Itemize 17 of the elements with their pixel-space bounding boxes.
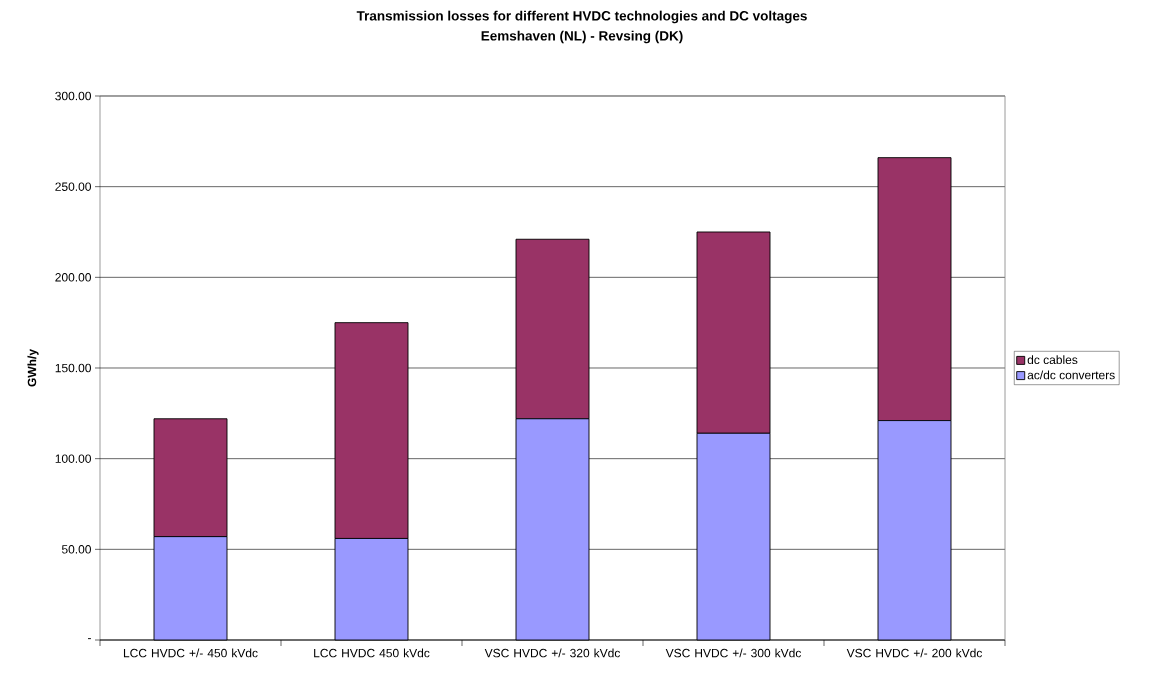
y-tick-label: - — [88, 638, 91, 640]
x-tick-label: VSC HVDC +/- 200 kVdc — [846, 648, 983, 658]
y-tick-label: 250.00 — [55, 182, 91, 191]
x-tick-label: VSC HVDC +/- 320 kVdc — [484, 648, 621, 658]
x-tick-label: VSC HVDC +/- 300 kVdc — [665, 648, 802, 658]
y-tick-label: 50.00 — [61, 545, 91, 554]
y-tick-label: 200.00 — [55, 273, 91, 282]
y-tick-label: 300.00 — [55, 91, 91, 101]
legend-label: dc cables — [1027, 355, 1078, 365]
chart-subtitle: Eemshaven (NL) - Revsing (DK) — [481, 30, 683, 44]
x-tick-label: LCC HVDC +/- 450 kVdc — [123, 648, 258, 658]
y-tick-label: 100.00 — [55, 454, 91, 463]
chart-title: Transmission losses for different HVDC technologies and DC voltages — [356, 10, 807, 24]
x-tick-label: LCC HVDC 450 kVdc — [314, 648, 430, 658]
y-tick-label: 150.00 — [55, 363, 91, 373]
legend-label: ac/dc converters — [1027, 370, 1115, 380]
y-axis-title: GWh/y — [27, 349, 39, 387]
